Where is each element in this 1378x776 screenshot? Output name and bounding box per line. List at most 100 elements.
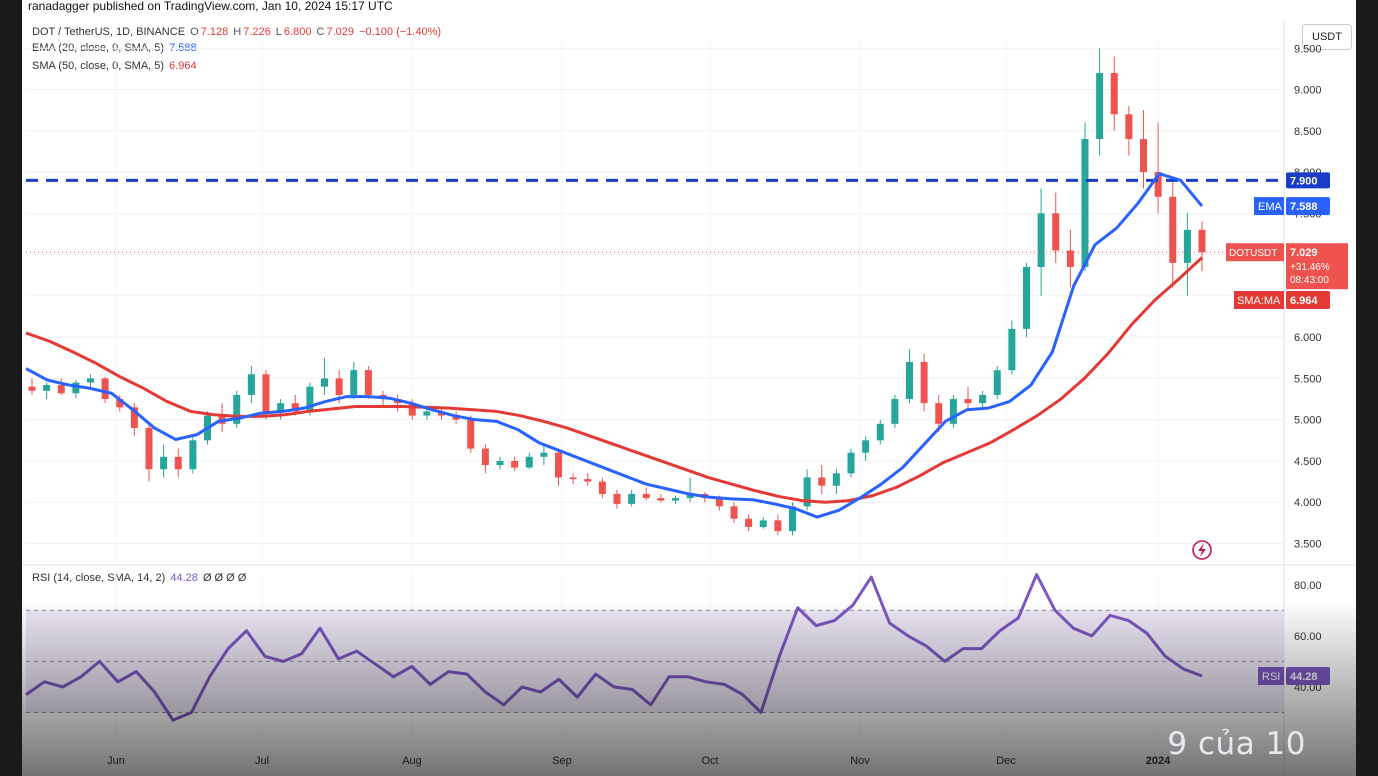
candle-body [423, 411, 431, 416]
candle-body [540, 452, 548, 457]
change-percent-label: +31.46% [1290, 262, 1330, 273]
candle-body [496, 460, 504, 466]
candle-body [1125, 114, 1133, 140]
sma-legend-value: 6.964 [169, 60, 197, 72]
candle-body [335, 378, 343, 395]
alert-flash-icon [1192, 540, 1212, 560]
candle-body [101, 378, 109, 400]
y-tick-label: 3.500 [1294, 538, 1322, 550]
sma-50-line [25, 256, 1204, 504]
candle-body [1154, 172, 1162, 197]
ema-name-tag: EMA [1258, 201, 1283, 213]
candle-body [759, 520, 767, 527]
candle-body [321, 378, 328, 387]
close-label: C [316, 26, 325, 38]
candle-body [1169, 196, 1177, 263]
alert-flash-glyph [1198, 543, 1206, 557]
candle-body [247, 374, 255, 395]
candle-body [891, 399, 899, 424]
candle-body [832, 473, 840, 486]
sma-price-label: 6.964 [1290, 295, 1318, 307]
y-tick-label: 5.500 [1294, 373, 1322, 385]
candle-body [803, 477, 811, 507]
candle-body [189, 440, 197, 470]
candle-body [657, 498, 665, 501]
candle-body [730, 506, 738, 519]
candle-body [481, 448, 489, 466]
candle-body [906, 361, 913, 400]
candle-body [1023, 266, 1030, 329]
candle-body [452, 415, 460, 420]
candle-body [28, 386, 36, 391]
candle-body [87, 378, 94, 383]
y-tick-label: 9.000 [1294, 85, 1322, 97]
candle-body [160, 456, 168, 470]
candle-body [467, 419, 475, 449]
candle-body [862, 440, 870, 453]
ema-price-label: 7.588 [1290, 201, 1318, 213]
candle-body [715, 498, 723, 507]
candle-body [1183, 229, 1191, 263]
chart-frame: ranadagger published on TradingView.com,… [22, 0, 1356, 776]
candle-body [949, 399, 957, 424]
candle-body [364, 370, 372, 395]
candle-body [789, 506, 796, 532]
candle-body [993, 370, 1001, 395]
candle-body [291, 403, 299, 412]
price-chart-svg: 3.5004.0004.5005.0005.5006.0006.5007.000… [22, 20, 1356, 776]
y-tick-label: 9.500 [1294, 43, 1322, 55]
candle-body [57, 385, 65, 394]
rsi-y-tick-label: 80.00 [1294, 580, 1322, 592]
y-tick-label: 4.000 [1294, 497, 1322, 509]
candle-body [672, 498, 679, 501]
symbol-legend: DOT / TetherUS, 1D, BINANCE O 7.128 H 7.22… [32, 26, 443, 38]
change-value: −0.100 (−1.40%) [359, 26, 442, 38]
candle-body [613, 493, 621, 504]
candle-body [116, 399, 124, 408]
ema-name-tag-bg [1254, 197, 1284, 216]
candle-body [1198, 229, 1206, 253]
y-tick-label: 5.000 [1294, 415, 1322, 427]
candle-body [628, 493, 636, 504]
candle-body [598, 481, 606, 494]
candle-body [847, 452, 855, 474]
candle-body [174, 456, 182, 470]
currency-button[interactable]: USDT [1302, 24, 1352, 50]
candle-body [233, 394, 241, 424]
bottom-shade-overlay [22, 600, 1356, 776]
low-label: L [275, 26, 282, 38]
sma-legend-label: SMA (50, close, 0, SMA, 5) [32, 60, 165, 72]
candle-body [1081, 139, 1089, 267]
candle-body [642, 493, 650, 499]
sma-name-tag: SMA:MA [1237, 295, 1281, 307]
candle-body [979, 394, 987, 404]
symbol-label: DOT / TetherUS, 1D, BINANCE [32, 26, 186, 38]
candle-body [72, 382, 80, 394]
sma-price-label-bg [1286, 291, 1330, 309]
candle-body [964, 399, 972, 404]
sma-legend: SMA (50, close, 0, SMA, 5) 6.964 [32, 60, 199, 72]
candle-body [774, 520, 782, 532]
y-tick-label: 6.000 [1294, 332, 1322, 344]
candle-body [145, 427, 153, 470]
candle-body [745, 518, 753, 527]
ema-price-label-bg [1286, 197, 1330, 216]
level-price-label: 7.900 [1290, 175, 1318, 187]
candle-body [686, 493, 694, 499]
open-label: O [190, 26, 199, 38]
current-price-label: 7.029 [1290, 247, 1318, 259]
candle-body [1052, 213, 1060, 251]
rsi-legend-value: 44.28 [170, 572, 198, 584]
countdown-label: 08:43:00 [1290, 275, 1329, 286]
candle-body [130, 407, 138, 428]
low-value: 6.800 [283, 26, 312, 38]
candle-body [1140, 139, 1147, 173]
y-tick-label: 4.500 [1294, 456, 1322, 468]
candle-body [525, 456, 533, 468]
ema-20-line [25, 172, 1204, 519]
publisher-header: ranadagger published on TradingView.com,… [22, 0, 1356, 14]
open-value: 7.128 [200, 26, 229, 38]
candle-body [277, 403, 285, 412]
candle-body [1066, 250, 1074, 267]
candle-body [584, 479, 592, 482]
